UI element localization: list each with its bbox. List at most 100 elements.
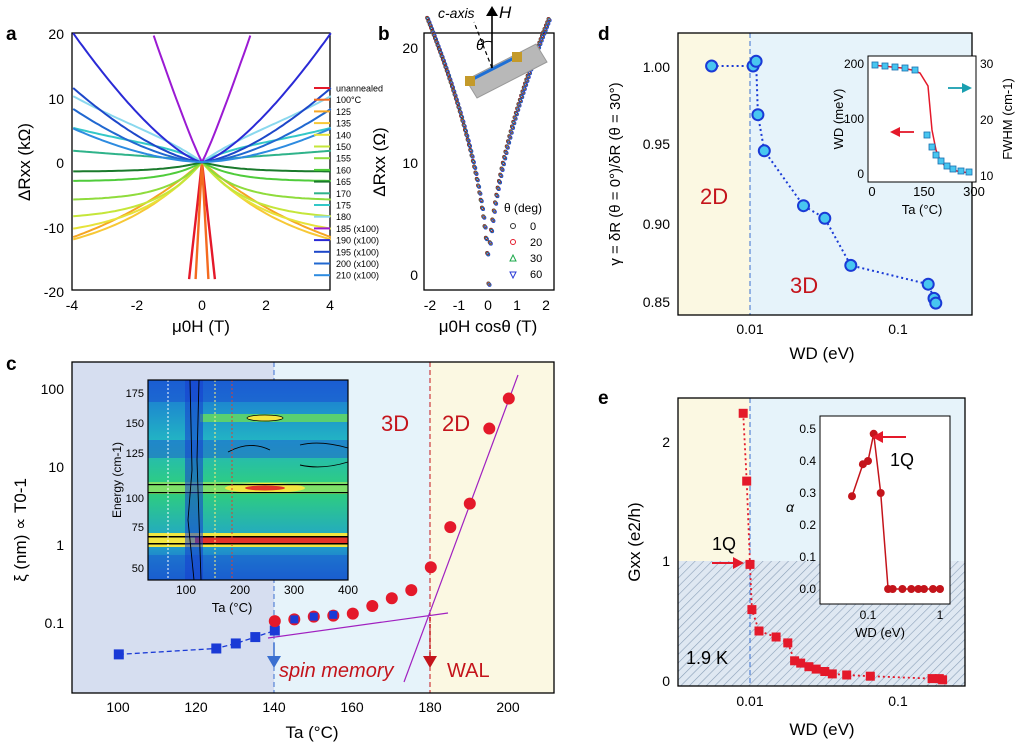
inset-point: [901, 64, 909, 72]
b-point: [507, 140, 512, 145]
panel-c-yticks: 100 10 1 0.1: [41, 381, 65, 631]
inset-point: [911, 66, 919, 74]
c-axis-line: [473, 21, 493, 69]
e-inset-point: [848, 492, 856, 501]
b-point: [491, 219, 496, 223]
b-point: [541, 35, 546, 40]
e-point: [742, 476, 752, 486]
b-point: [513, 116, 518, 121]
d-point: [818, 211, 832, 225]
b-legend-label: 0: [530, 221, 536, 233]
spectrum-contour: [148, 484, 348, 486]
c-ytick: 1: [56, 537, 64, 553]
e-point: [747, 605, 757, 615]
b-xtick: 2: [542, 297, 550, 313]
b-point: [502, 162, 506, 167]
e-point: [745, 559, 755, 569]
b-point: [498, 180, 503, 185]
spectrum-band: [185, 380, 203, 580]
e-xtick: 0.01: [736, 693, 763, 709]
e-point: [804, 662, 814, 672]
theta-label: θ: [476, 37, 484, 54]
panel-d-yticks: 1.00 0.95 0.90 0.85: [643, 59, 670, 310]
panel-e-xlabel: WD (eV): [789, 720, 854, 739]
a-legend-label: 175: [336, 201, 351, 211]
panel-a-xlabel: μ0H (T): [172, 317, 230, 336]
wal-arrow-icon: [423, 656, 437, 668]
a-legend-label: unannealed: [336, 84, 383, 94]
contact-pad: [512, 52, 522, 62]
spectrum-band: [148, 555, 348, 580]
a-legend-label: 165: [336, 177, 351, 187]
inset-point: [871, 61, 879, 69]
b-legend-title: θ (deg): [504, 201, 542, 215]
c-red-point: [268, 615, 281, 628]
e-point: [842, 670, 852, 680]
c-inset-xtick: 100: [176, 583, 196, 597]
inset-point: [928, 143, 936, 151]
a-legend-label: 135: [336, 119, 351, 129]
d-point: [751, 108, 765, 122]
arrow-head-icon: [486, 6, 498, 16]
e-inset-point: [914, 585, 923, 593]
d-inset-ytick: 0: [857, 167, 864, 181]
e-ytick: 2: [662, 434, 670, 450]
e-point: [865, 671, 875, 681]
a-legend-label: 195 (x100): [336, 247, 379, 257]
spectrum-band: [195, 537, 348, 543]
b-point: [472, 160, 476, 165]
b-point: [466, 139, 471, 143]
c-inset-ytick: 75: [132, 522, 144, 534]
b-point: [503, 156, 508, 161]
c-red-point: [502, 392, 515, 405]
b-point: [524, 83, 529, 87]
d-xtick: 0.01: [736, 321, 763, 337]
panel-a-ylabel: ΔRxx (kΩ): [15, 123, 34, 201]
b-point: [508, 135, 513, 140]
e-inset-point: [876, 489, 885, 497]
spectrum-contour: [227, 442, 349, 468]
panel-c-ylabel: ξ (nm) ∝ T0-1: [11, 478, 30, 582]
a-ytick: 10: [48, 91, 64, 107]
c-red-point: [346, 607, 359, 620]
h-label: H: [499, 3, 512, 22]
inset-point: [932, 151, 940, 159]
b-legend-marker: [510, 239, 516, 245]
b-point: [542, 31, 547, 36]
spectrum-contour: [148, 543, 348, 545]
a-legend-label: 160: [336, 165, 351, 175]
e-inset-point: [929, 585, 937, 593]
b-point: [468, 144, 473, 149]
panel-c-xlabel: Ta (°C): [285, 723, 338, 742]
a-xtick: -2: [131, 297, 144, 313]
b-point: [528, 71, 533, 76]
panel-b-letter: b: [378, 24, 390, 45]
e-temp-label: 1.9 K: [686, 648, 728, 668]
c-xtick: 120: [184, 699, 208, 715]
a-legend-label: 100°C: [336, 95, 362, 105]
c-blue-point: [290, 615, 299, 624]
a-legend-label: 180: [336, 212, 351, 222]
b-point: [543, 28, 548, 33]
theta-arc: [480, 40, 493, 45]
e-inset-xtick: 0.1: [860, 608, 877, 622]
c-blue-point: [211, 643, 222, 654]
e-inset-xlabel: WD (eV): [855, 625, 905, 640]
inset-point: [943, 162, 951, 170]
b-point: [490, 229, 495, 234]
c-blue-point: [269, 625, 280, 636]
b-point: [517, 103, 522, 108]
c-inset-ytick: 125: [126, 448, 144, 460]
a-legend-label: 200 (x100): [336, 259, 379, 269]
b-point: [505, 145, 510, 150]
c-red-point: [424, 561, 437, 574]
spectrum-band: [148, 380, 348, 402]
d-point: [797, 199, 810, 213]
panel-d-points: [705, 54, 943, 310]
b-point: [511, 126, 516, 130]
b-point: [469, 149, 474, 154]
d-inset-xtick: 150: [913, 184, 935, 199]
d-point: [929, 296, 943, 310]
b-point: [496, 187, 501, 192]
